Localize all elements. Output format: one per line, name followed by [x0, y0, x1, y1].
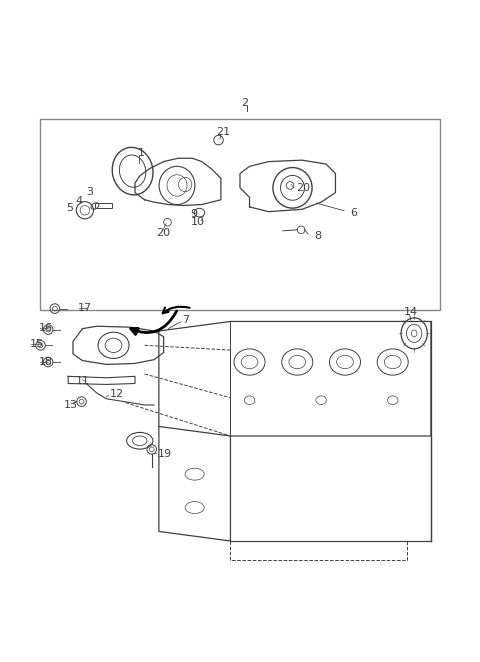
Text: 13: 13 [63, 400, 77, 410]
Text: 7: 7 [182, 314, 189, 324]
FancyArrowPatch shape [131, 311, 177, 334]
Text: 15: 15 [30, 339, 44, 349]
Text: 5: 5 [66, 203, 73, 213]
Text: 10: 10 [192, 217, 205, 227]
Bar [95, 203, 112, 209]
Text: 14: 14 [404, 307, 418, 317]
Text: 12: 12 [110, 389, 124, 399]
Text: 19: 19 [158, 449, 172, 459]
Bar [39, 118, 441, 310]
Text: 8: 8 [314, 230, 321, 240]
Text: 11: 11 [75, 376, 89, 386]
Text: 17: 17 [78, 303, 92, 312]
Text: 16: 16 [38, 323, 53, 333]
Text: 6: 6 [350, 208, 357, 218]
Text: 9: 9 [190, 209, 197, 219]
Text: 3: 3 [86, 187, 93, 197]
Text: 2: 2 [241, 99, 248, 109]
Text: 4: 4 [75, 196, 83, 206]
Text: 20: 20 [156, 228, 170, 238]
Text: 1: 1 [137, 148, 144, 158]
Text: 20: 20 [296, 183, 311, 193]
Text: 21: 21 [216, 127, 230, 137]
Text: 18: 18 [38, 357, 53, 367]
